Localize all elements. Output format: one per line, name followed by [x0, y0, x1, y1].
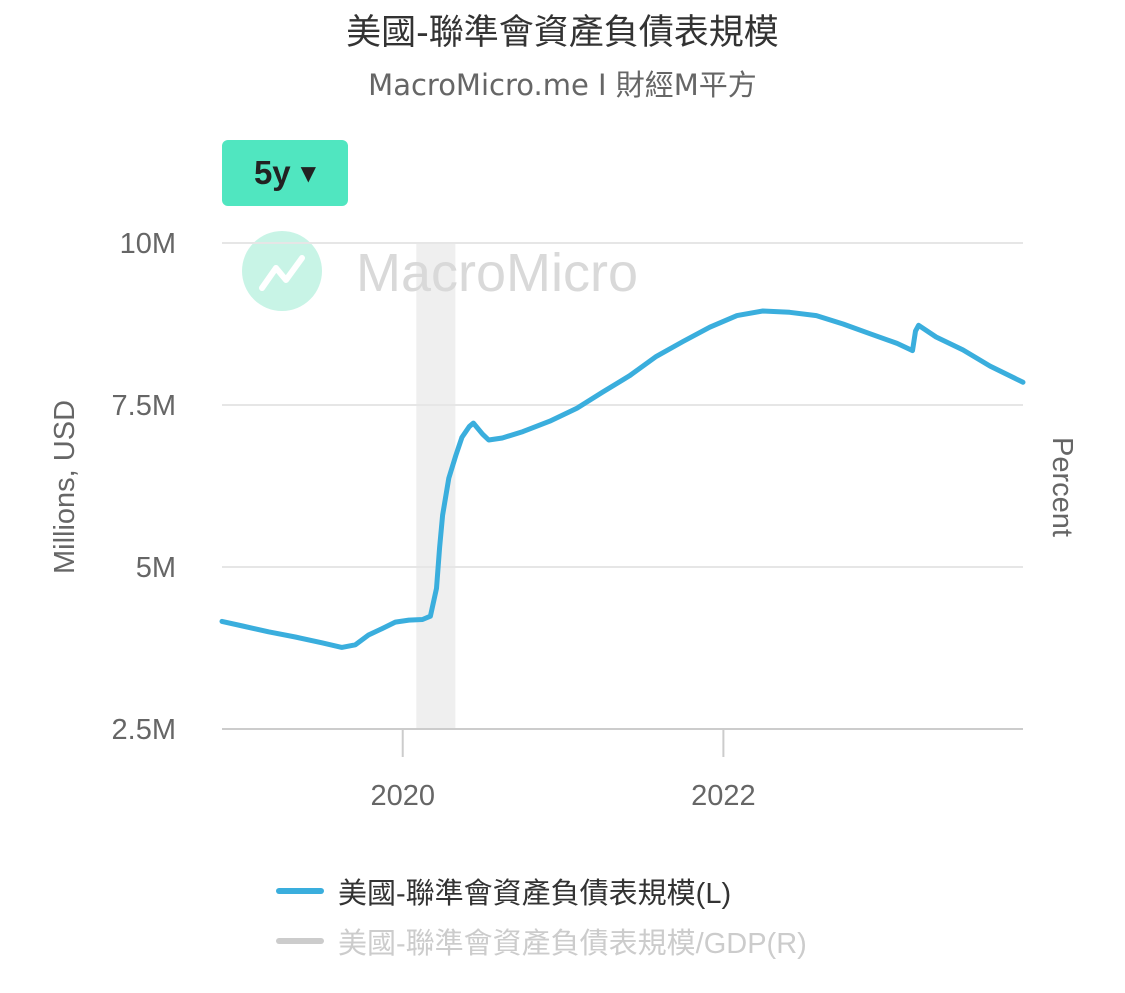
- legend-label: 美國-聯準會資產負債表規模(L): [338, 878, 732, 910]
- series-layer: [219, 308, 1026, 650]
- y-axis-left-title: Millions, USD: [49, 400, 81, 574]
- y-tick-label: 2.5M: [112, 714, 176, 746]
- y-tick-label: 7.5M: [112, 390, 176, 422]
- y-axis-left-ticks: 2.5M 5M 7.5M 10M: [112, 228, 176, 746]
- chart-title: 美國-聯準會資產負債表規模: [346, 13, 779, 53]
- x-tick-label: 2022: [691, 780, 756, 812]
- y-axis-right-title: Percent: [1046, 437, 1078, 537]
- legend-swatch: [276, 888, 324, 894]
- range-selector-button[interactable]: 5y ▼: [222, 140, 348, 206]
- legend-item-balance-sheet[interactable]: 美國-聯準會資產負債表規模(L): [276, 866, 807, 916]
- legend-swatch: [276, 938, 324, 944]
- watermark-logo-chart-icon: [259, 255, 305, 291]
- watermark-text: MacroMicro: [356, 243, 638, 303]
- chart-subtitle: MacroMicro.me I 財經M平方: [368, 68, 757, 102]
- watermark: MacroMicro: [242, 231, 638, 311]
- range-selector-label: 5y: [253, 154, 291, 191]
- legend: 美國-聯準會資產負債表規模(L) 美國-聯準會資產負債表規模/GDP(R): [276, 866, 807, 966]
- gridlines: [222, 242, 1023, 730]
- x-axis-ticks: 2020 2022: [370, 729, 756, 812]
- caret-down-icon: ▼: [300, 161, 317, 185]
- legend-item-balance-sheet-gdp[interactable]: 美國-聯準會資產負債表規模/GDP(R): [276, 916, 807, 966]
- x-tick-label: 2020: [370, 780, 435, 812]
- legend-label: 美國-聯準會資產負債表規模/GDP(R): [338, 928, 807, 960]
- series-line-0: [219, 308, 1026, 650]
- y-tick-label: 10M: [120, 228, 176, 260]
- y-tick-label: 5M: [136, 552, 176, 584]
